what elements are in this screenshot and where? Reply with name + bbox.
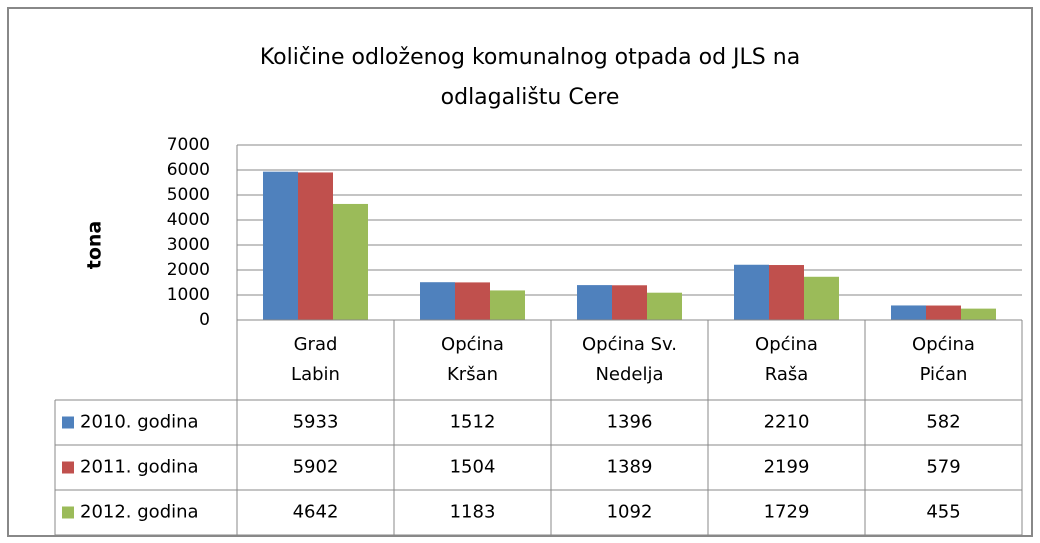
bar xyxy=(891,305,926,320)
x-tick-label: Grad Labin xyxy=(291,334,340,385)
bar xyxy=(298,172,333,320)
table-value: 455 xyxy=(926,502,960,523)
x-tick-label: Općina Kršan xyxy=(441,334,504,385)
table-value: 1183 xyxy=(450,502,496,523)
table-value: 5902 xyxy=(293,457,339,478)
table-value: 1729 xyxy=(764,502,810,523)
x-tick-label: Općina Pićan xyxy=(912,334,975,385)
bar xyxy=(769,265,804,320)
chart-border xyxy=(7,7,1033,537)
y-tick-label: 3000 xyxy=(167,235,210,255)
y-axis-label: tona xyxy=(84,221,106,269)
bar xyxy=(333,203,368,320)
y-tick-label: 4000 xyxy=(167,210,210,230)
bar xyxy=(961,308,996,320)
table-value: 1512 xyxy=(450,412,496,433)
x-tick-label: Općina Raša xyxy=(755,334,818,385)
bar xyxy=(263,171,298,320)
y-tick-label: 5000 xyxy=(167,185,210,205)
table-value: 5933 xyxy=(293,412,339,433)
table-value: 1092 xyxy=(607,502,653,523)
y-tick-label: 6000 xyxy=(167,160,210,180)
bar xyxy=(734,264,769,320)
bar xyxy=(577,285,612,320)
y-tick-label: 2000 xyxy=(167,260,210,280)
bar xyxy=(455,282,490,320)
table-value: 579 xyxy=(926,457,960,478)
legend-label: 2010. godina xyxy=(80,412,199,433)
legend-key xyxy=(62,461,74,474)
bar xyxy=(804,276,839,320)
bar xyxy=(420,282,455,320)
table-value: 1504 xyxy=(450,457,496,478)
bar xyxy=(647,292,682,320)
legend-key xyxy=(62,506,74,519)
bar xyxy=(490,290,525,320)
legend-key xyxy=(62,416,74,429)
table-value: 2210 xyxy=(764,412,810,433)
legend-label: 2012. godina xyxy=(80,502,199,523)
table-value: 2199 xyxy=(764,457,810,478)
table-value: 1389 xyxy=(607,457,653,478)
bar xyxy=(612,285,647,320)
table-value: 582 xyxy=(926,412,960,433)
y-tick-label: 7000 xyxy=(167,135,210,155)
legend-label: 2011. godina xyxy=(80,457,199,478)
bar xyxy=(926,305,961,320)
x-tick-label: Općina Sv. Nedelja xyxy=(582,334,677,385)
y-tick-label: 0 xyxy=(199,310,210,330)
table-value: 1396 xyxy=(607,412,653,433)
table-value: 4642 xyxy=(293,502,339,523)
chart-title: Količine odloženog komunalnog otpada od … xyxy=(260,45,800,110)
y-tick-label: 1000 xyxy=(167,285,210,305)
